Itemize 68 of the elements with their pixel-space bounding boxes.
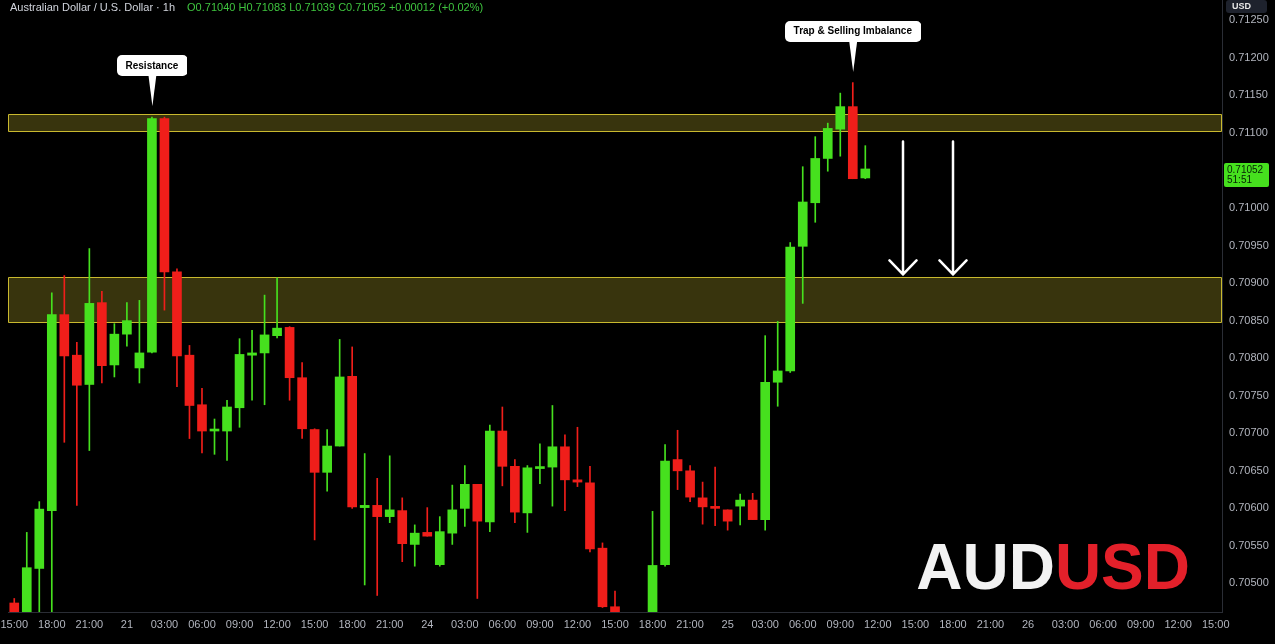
- text: AUD: [916, 531, 1055, 603]
- x-tick-label: 06:00: [788, 617, 817, 630]
- x-tick-label: 06:00: [188, 617, 216, 630]
- annotation: Resistance: [125, 59, 179, 71]
- y-tick-label: 0.70700: [1229, 426, 1269, 439]
- y-tick-label: 0.70800: [1229, 351, 1269, 364]
- chart-title: Australian Dollar / U.S. Dollar · 1h: [10, 1, 176, 14]
- x-tick-label: 03:00: [751, 617, 779, 630]
- x-tick-label: 21: [120, 617, 134, 630]
- x-tick-label: 03:00: [451, 617, 479, 630]
- y-tick-label: 0.70650: [1229, 463, 1269, 476]
- candlestick: [772, 321, 783, 407]
- candlestick: [735, 493, 745, 526]
- y-tick-label: 0.71200: [1229, 50, 1269, 63]
- candlestick: [384, 455, 395, 523]
- candlestick: [59, 275, 70, 443]
- x-tick-label: 18:00: [939, 617, 967, 630]
- x-tick-label: 09:00: [225, 617, 254, 630]
- candlestick: [72, 342, 82, 506]
- y-tick-label: 0.70850: [1229, 313, 1269, 326]
- candlestick: [247, 330, 257, 401]
- y-tick-label: 0.70550: [1229, 538, 1269, 551]
- y-tick-label: 0.71150: [1229, 88, 1268, 101]
- y-tick-label: 0.70900: [1229, 276, 1269, 289]
- candlestick: [272, 277, 282, 339]
- x-tick-label: 18:00: [638, 617, 667, 630]
- x-tick-label: 24: [421, 617, 434, 630]
- x-tick-label: 15:00: [1201, 617, 1230, 630]
- x-tick-label: 26: [1021, 617, 1035, 630]
- candlestick: [710, 466, 720, 526]
- x-tick-label: 15:00: [601, 617, 629, 630]
- x-tick-label: 03:00: [150, 617, 179, 630]
- x-tick-label: 15:00: [901, 617, 930, 630]
- x-tick-label: 12:00: [563, 617, 592, 630]
- text: USD: [1232, 0, 1252, 11]
- x-tick-label: 12:00: [263, 617, 291, 630]
- x-tick-label: 15:00: [0, 617, 29, 630]
- text: 0.71052 51:51: [1227, 164, 1264, 186]
- y-tick-label: 0.70500: [1229, 576, 1269, 589]
- candlestick: [535, 443, 545, 484]
- x-tick-label: 21:00: [75, 617, 104, 630]
- x-tick-label: 21:00: [676, 617, 704, 630]
- candlestick: [359, 453, 370, 586]
- chart-subtitle: O0.71040 H0.71083 L0.71039 C0.71052 +0.00012 (+0.02%): [187, 1, 484, 14]
- y-axis-title: USD: [1054, 531, 1190, 603]
- x-tick-label: 21:00: [976, 617, 1005, 630]
- x-tick-label: 09:00: [826, 617, 855, 630]
- candlestick: [372, 478, 383, 596]
- y-tick-label: 0.70950: [1229, 238, 1269, 251]
- x-tick-label: 15:00: [300, 617, 329, 630]
- y-tick-label: 0.71000: [1229, 201, 1269, 214]
- x-tick-label: 06:00: [1089, 617, 1117, 630]
- x-tick-label: 12:00: [1164, 617, 1192, 630]
- annotation: Trap & Selling Imbalance: [793, 25, 913, 37]
- x-tick-label: 12:00: [864, 617, 892, 630]
- x-tick-label: 21:00: [375, 617, 404, 630]
- x-tick-label: 18:00: [38, 617, 66, 630]
- x-tick-label: 09:00: [1126, 617, 1155, 630]
- x-tick-label: 25: [721, 617, 734, 630]
- y-tick-label: 0.71250: [1229, 13, 1269, 26]
- candlestick: [422, 507, 433, 537]
- x-tick-label: 06:00: [488, 617, 517, 630]
- y-tick-label: 0.70750: [1229, 388, 1269, 401]
- y-tick-label: 0.71100: [1229, 125, 1268, 138]
- x-tick-label: 03:00: [1051, 617, 1080, 630]
- x-tick-label: 18:00: [338, 617, 366, 630]
- x-tick-label: 09:00: [526, 617, 554, 630]
- y-tick-label: 0.70600: [1229, 501, 1269, 514]
